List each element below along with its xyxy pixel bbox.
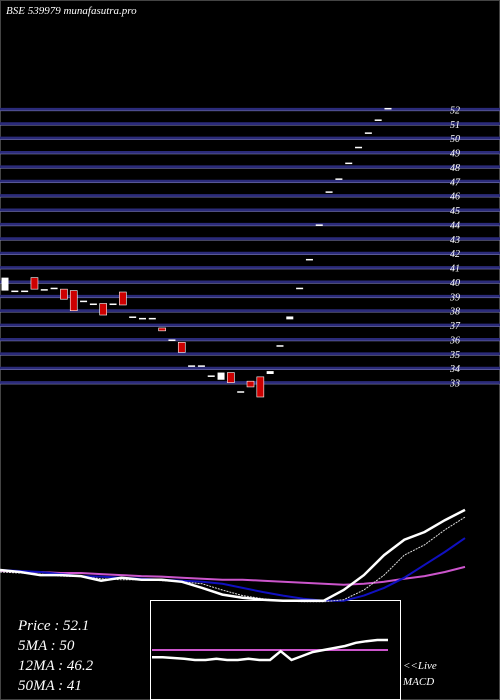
candle: [374, 119, 382, 121]
y-tick-label: 47: [450, 177, 461, 188]
candle: [335, 178, 343, 180]
line-series: [0, 508, 466, 603]
candle: [325, 191, 333, 193]
candle: [129, 316, 137, 318]
candle: [237, 391, 245, 393]
y-tick-label: 49: [450, 149, 460, 160]
line-series: [152, 638, 388, 662]
info-line: 12MA : 46.2: [18, 658, 94, 674]
candle: [168, 339, 176, 341]
candle: [119, 291, 127, 306]
candle: [89, 303, 97, 306]
y-tick-label: 40: [450, 278, 460, 289]
y-tick-label: 44: [450, 220, 460, 231]
candle: [227, 372, 235, 383]
y-tick-label: 35: [449, 350, 460, 361]
candle: [256, 376, 265, 398]
candle: [138, 317, 146, 320]
info-line: Price : 52.1: [17, 618, 89, 634]
y-tick-label: 46: [450, 192, 460, 203]
y-tick-label: 43: [450, 235, 460, 246]
candle: [80, 300, 88, 303]
y-tick-label: 41: [450, 264, 460, 275]
candle: [296, 287, 304, 290]
candle: [286, 316, 294, 320]
candle: [148, 317, 156, 320]
line-series: [0, 516, 466, 603]
y-tick-label: 48: [450, 163, 460, 174]
candle: [217, 372, 225, 380]
y-tick-label: 52: [450, 105, 460, 116]
candle: [40, 289, 48, 291]
candle: [60, 288, 68, 300]
candle: [345, 162, 353, 165]
candle: [266, 371, 274, 374]
y-tick-label: 42: [450, 249, 460, 260]
y-tick-label: 51: [450, 120, 460, 131]
y-tick-label: 36: [449, 335, 460, 346]
candle: [1, 277, 9, 291]
candle: [30, 277, 39, 290]
y-tick-label: 39: [449, 292, 460, 303]
macd-label: MACD: [402, 676, 434, 688]
y-tick-label: 33: [449, 379, 460, 390]
candle: [109, 303, 117, 306]
live-label: <<Live: [403, 660, 437, 672]
info-line: 5MA : 50: [18, 638, 75, 654]
y-tick-label: 38: [449, 307, 460, 318]
info-line: 50MA : 41: [18, 678, 82, 694]
candle: [21, 290, 29, 293]
candle: [364, 132, 372, 134]
candle: [384, 107, 392, 110]
candle: [188, 365, 196, 367]
candle: [207, 375, 215, 377]
candle: [197, 365, 205, 367]
line-series: [0, 565, 466, 586]
candle: [315, 224, 323, 226]
candle: [11, 290, 19, 293]
y-tick-label: 45: [450, 206, 460, 217]
candle: [305, 258, 313, 261]
candle: [69, 290, 78, 312]
y-tick-label: 34: [449, 364, 460, 375]
candle: [355, 146, 363, 149]
y-tick-label: 50: [450, 134, 460, 145]
y-tick-label: 37: [449, 321, 461, 332]
candle: [158, 327, 166, 332]
candle: [276, 345, 284, 347]
chart-title: BSE 539979 munafasutra.pro: [6, 5, 137, 17]
candle: [246, 380, 255, 388]
candle: [50, 287, 58, 290]
candle: [177, 342, 186, 353]
candle: [99, 303, 108, 316]
